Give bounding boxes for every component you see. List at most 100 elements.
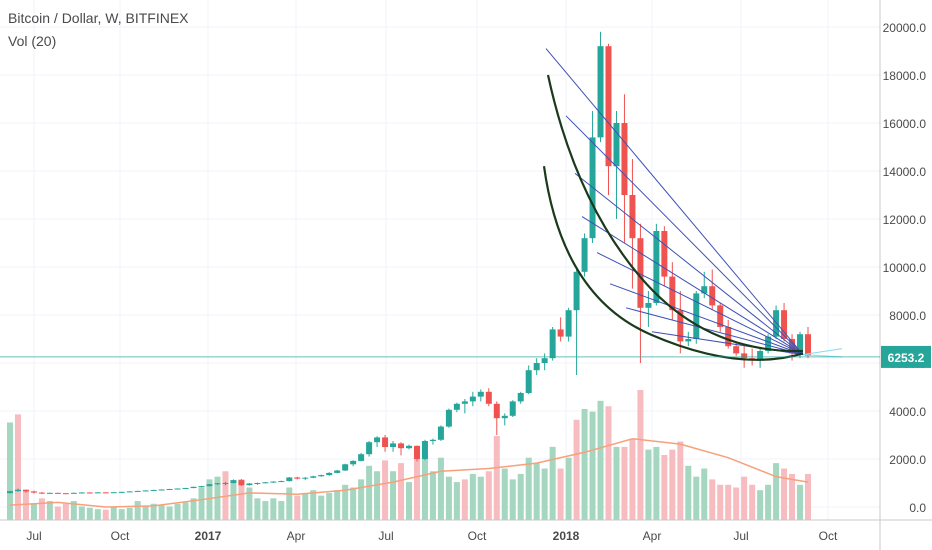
candle [501, 413, 508, 426]
candle [38, 492, 45, 495]
volume-indicator-label[interactable]: Vol (20) [8, 33, 57, 49]
volume-bar [437, 457, 444, 520]
candle-body [7, 491, 13, 494]
candle-body [406, 445, 412, 449]
volume-bar [190, 498, 197, 520]
candle [190, 486, 197, 489]
candle [102, 492, 109, 494]
candle [621, 94, 628, 243]
candle [733, 341, 740, 356]
candle-body [645, 303, 652, 308]
candle-body [158, 489, 165, 491]
volume-bar [366, 465, 373, 520]
volume-bar [390, 471, 397, 520]
candle-body [469, 396, 476, 402]
candle-body [541, 358, 548, 363]
x-tick-label: Jul [733, 529, 748, 543]
candle-body [557, 329, 564, 337]
candle-body [30, 491, 37, 493]
candle-body [270, 481, 277, 483]
candle [597, 31, 604, 143]
candle [613, 111, 620, 219]
candle-body [509, 401, 516, 416]
candles [7, 31, 811, 495]
volume-bar [781, 468, 788, 520]
candle-body [78, 492, 85, 494]
volume-bar [406, 482, 412, 520]
candle-body [757, 351, 764, 361]
candle [350, 460, 357, 467]
volume-bar [605, 406, 612, 520]
volume-bar [334, 490, 341, 520]
volume-bar [22, 490, 29, 520]
volume-bar [166, 506, 173, 520]
volume-bar [102, 509, 109, 520]
volume-bar [541, 468, 548, 520]
candle-body [206, 484, 213, 487]
y-tick-label: 0.0 [909, 501, 926, 515]
candle [62, 493, 69, 495]
candle [453, 402, 460, 413]
volume-bar [350, 487, 357, 520]
candle-body [182, 488, 189, 490]
candle-body [70, 492, 77, 494]
volume-bar [557, 468, 564, 520]
volume-bar [525, 457, 532, 520]
candle-body [693, 293, 700, 339]
volume-bar [445, 476, 452, 520]
candle [669, 262, 676, 320]
volume-bar [94, 509, 101, 520]
candle [158, 489, 165, 491]
volume-bar [318, 495, 325, 520]
candle-body [549, 329, 556, 359]
volume-bar [246, 487, 253, 520]
volume-bar [749, 484, 756, 520]
volume-bar [30, 503, 37, 520]
drawing-fan-lines[interactable] [545, 48, 843, 358]
candle-body [629, 195, 636, 239]
candle-body [765, 336, 772, 351]
candle-body [350, 460, 357, 465]
x-tick-label: 2017 [195, 529, 222, 543]
volume-bar [549, 446, 556, 520]
candle [334, 469, 341, 474]
volume-bar [613, 446, 620, 520]
candle [533, 358, 540, 375]
volume-bar [326, 492, 333, 520]
candle-body [86, 492, 93, 494]
price-badge [881, 345, 931, 368]
chart-symbol-title[interactable]: Bitcoin / Dollar, W, BITFINEX [8, 10, 189, 26]
x-tick-label: Oct [468, 529, 487, 543]
candle-body [493, 403, 500, 419]
candle [318, 474, 325, 477]
candle-body [110, 492, 117, 494]
x-tick-label: Oct [111, 529, 130, 543]
candle-body [725, 327, 732, 347]
candle [278, 480, 285, 483]
candle [262, 482, 269, 484]
candle-body [286, 477, 293, 482]
volume-bar [78, 506, 85, 520]
volume-bar [589, 411, 596, 520]
volume-bar [805, 473, 811, 520]
candle [805, 327, 811, 359]
candle [238, 479, 245, 486]
fan-arc [542, 166, 804, 361]
volume-bar [645, 449, 652, 520]
candle [110, 492, 117, 494]
candle-body [669, 276, 676, 311]
volume-bar [294, 495, 301, 520]
candle-body [150, 489, 157, 491]
candle [374, 436, 381, 447]
candle [693, 291, 700, 344]
volume-bar [757, 490, 764, 520]
volume-bar [118, 509, 125, 520]
candle-body [310, 476, 317, 478]
drawing-arcs[interactable] [542, 74, 804, 361]
candle-body [637, 238, 644, 308]
candle-body [198, 486, 205, 488]
y-tick-label: 2000.0 [889, 453, 926, 467]
candle-body [118, 491, 125, 493]
candle [557, 317, 564, 342]
